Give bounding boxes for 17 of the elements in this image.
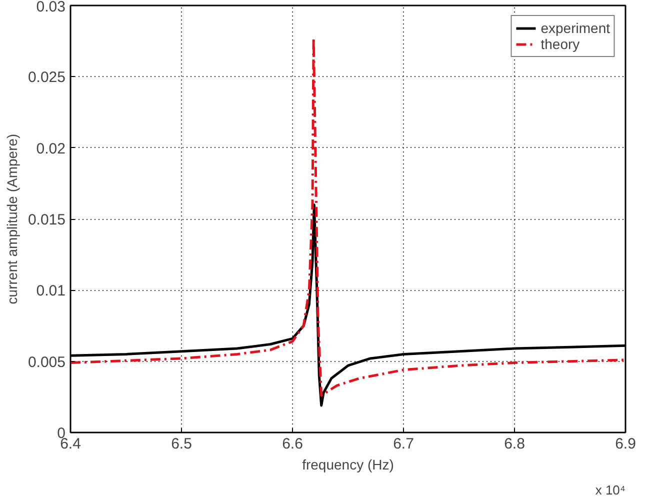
- y-tick-label: 0.015: [28, 212, 66, 228]
- x-tick-label: 6.7: [393, 436, 414, 452]
- y-tick-label: 0.025: [28, 69, 66, 86]
- x-tick-label: 6.6: [282, 436, 303, 452]
- line-series: [70, 36, 626, 397]
- text: x 10⁴: [595, 482, 626, 498]
- y-axis-title: current amplitude (Ampere): [4, 134, 20, 304]
- y-tick-label: 0.01: [36, 282, 66, 300]
- x-tick-label: 6.9: [615, 436, 636, 452]
- legend-label: experiment: [540, 20, 610, 36]
- x-tick-label: 6.8: [504, 436, 525, 452]
- y-tick-label: 0.02: [36, 140, 66, 158]
- y-tick-label: 0.005: [28, 354, 66, 371]
- y-tick-label: 0.03: [36, 0, 66, 16]
- x-tick-label: 6.5: [171, 436, 192, 452]
- legend-label: theory: [540, 36, 580, 52]
- x-axis-title: frequency (Hz): [302, 456, 394, 472]
